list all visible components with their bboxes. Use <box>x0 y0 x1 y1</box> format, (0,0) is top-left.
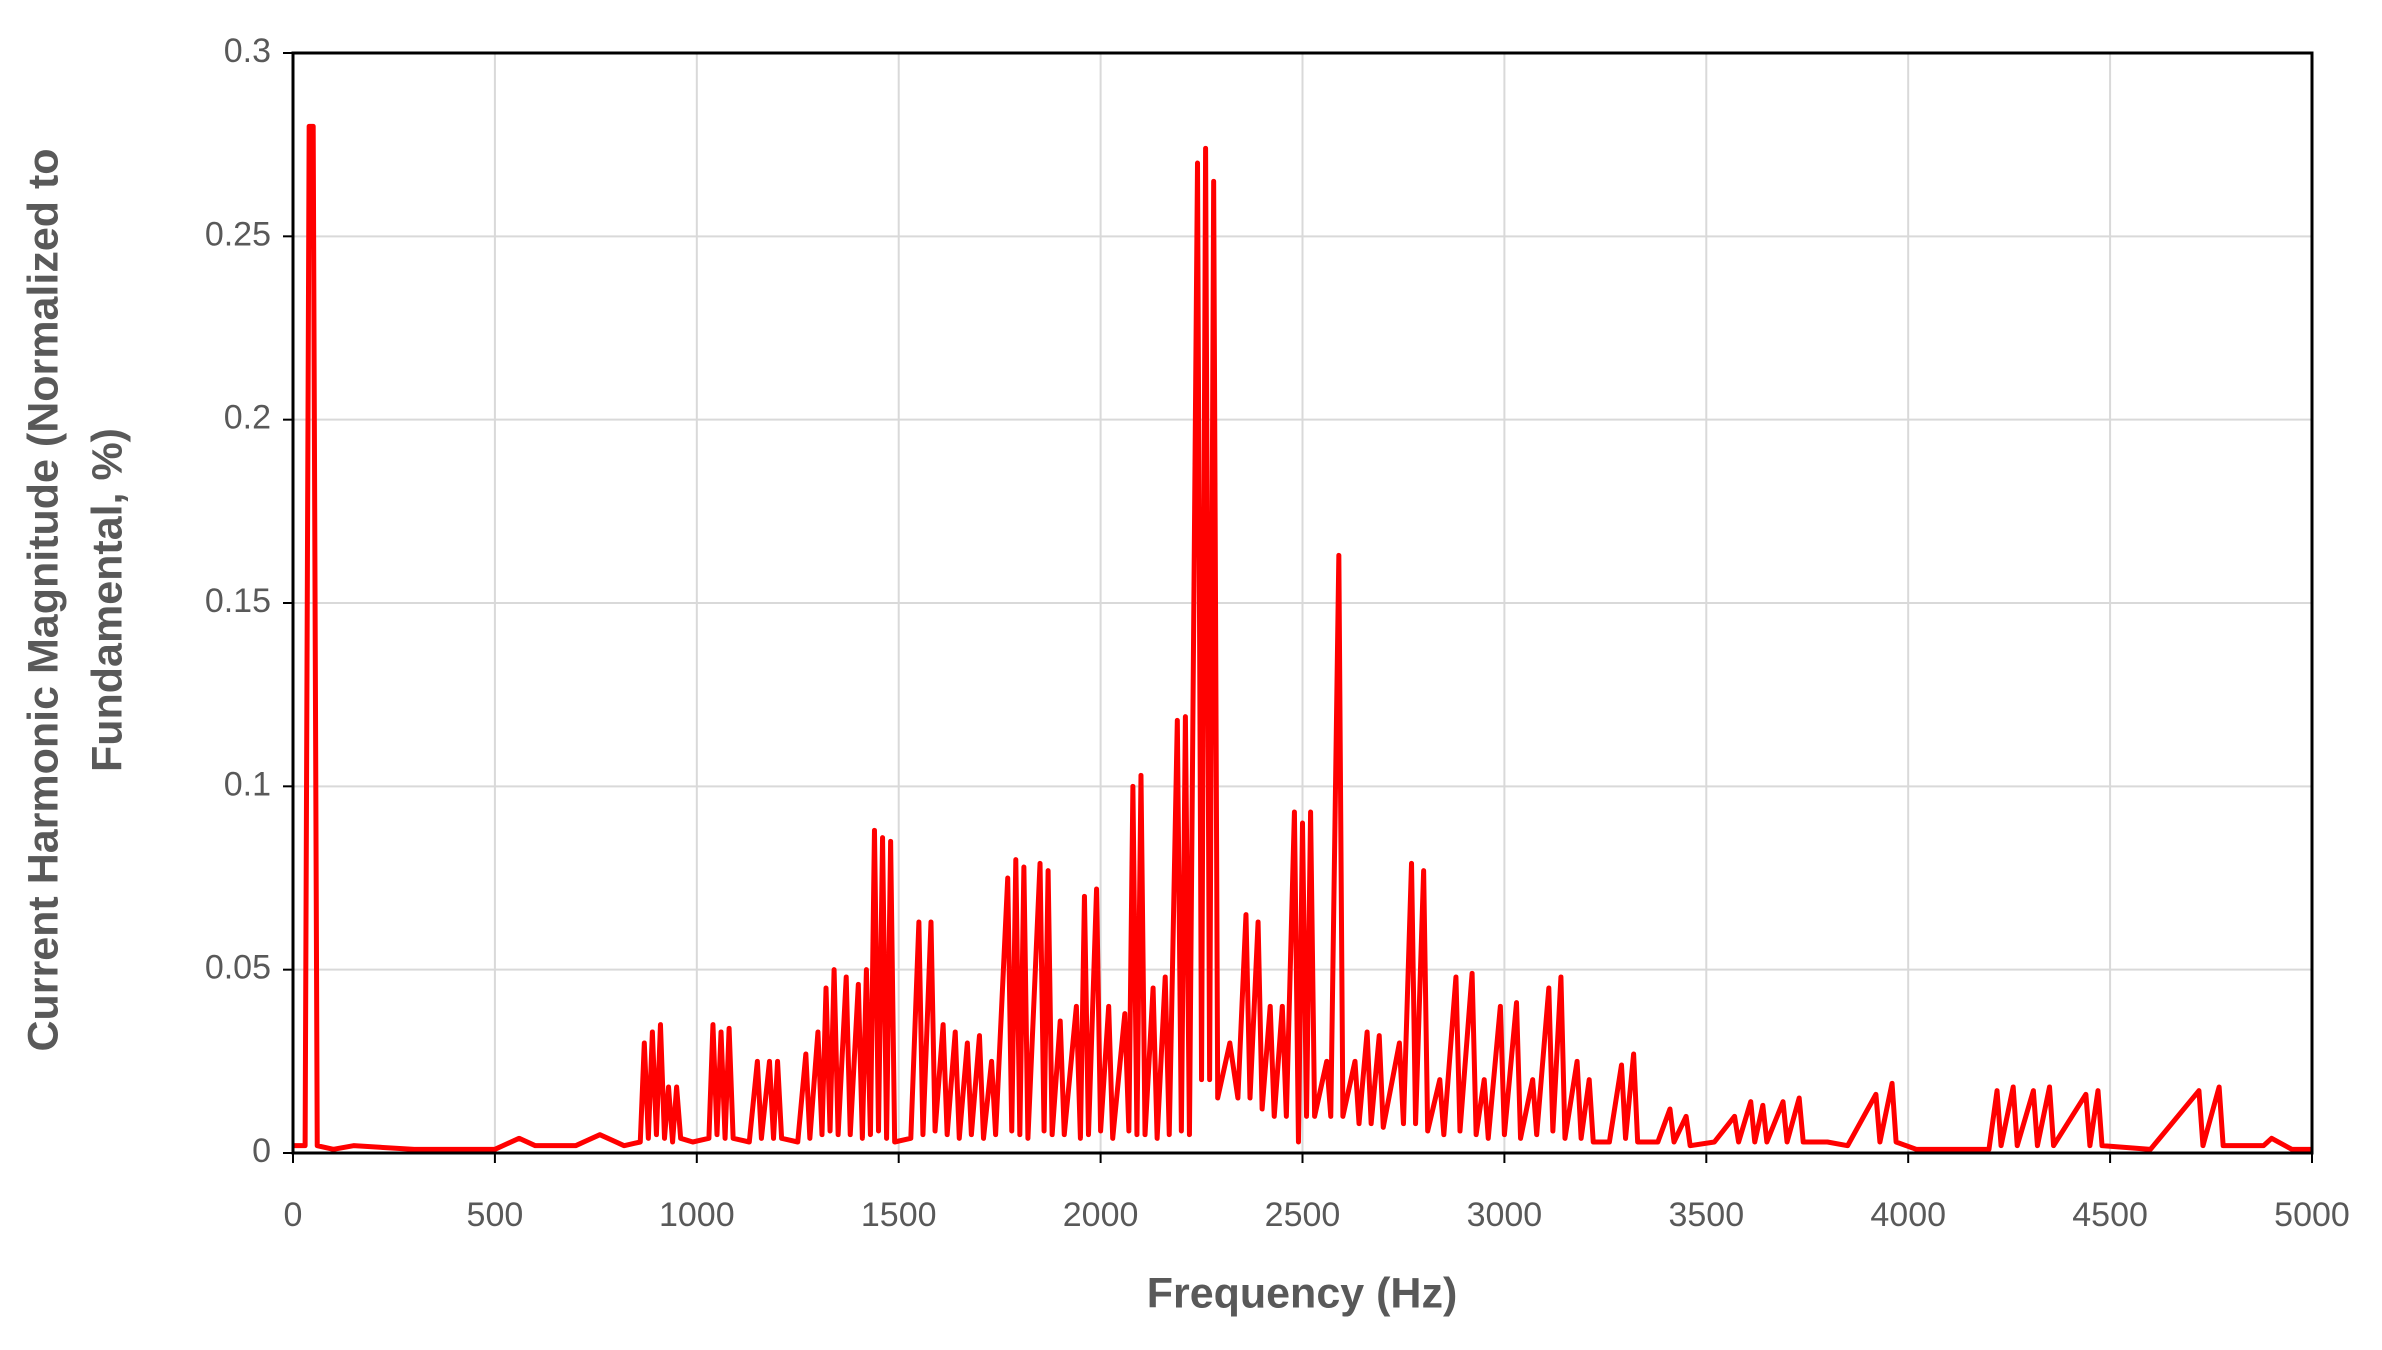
x-tick-label: 4000 <box>1870 1196 1946 1234</box>
x-tick-label: 3500 <box>1668 1196 1744 1234</box>
y-tick-label: 0.05 <box>205 949 271 987</box>
x-axis-label: Frequency (Hz) <box>1147 1269 1458 1317</box>
x-tick-label: 500 <box>467 1196 524 1234</box>
y-tick-label: 0.3 <box>224 32 271 70</box>
y-tick-label: 0.15 <box>205 582 271 620</box>
y-tick-label: 0 <box>252 1132 271 1170</box>
y-tick-label: 0.2 <box>224 399 271 437</box>
y-axis-label-line: Fundamental, %) <box>83 428 131 772</box>
x-tick-label: 0 <box>284 1196 303 1234</box>
x-tick-label: 2000 <box>1063 1196 1139 1234</box>
data-line <box>293 123 2312 1152</box>
plot-frame <box>291 51 2314 1155</box>
x-tick-label: 4500 <box>2072 1196 2148 1234</box>
x-tick-label: 1500 <box>861 1196 937 1234</box>
y-axis-label-line: Current Harmonic Magnitude (Normalized t… <box>19 148 67 1051</box>
x-tick-label: 3000 <box>1467 1196 1543 1234</box>
y-tick-label: 0.25 <box>205 215 271 253</box>
y-tick-label: 0.1 <box>224 765 271 803</box>
x-tick-label: 5000 <box>2274 1196 2350 1234</box>
x-tick-label: 2500 <box>1265 1196 1341 1234</box>
x-tick-label: 1000 <box>659 1196 735 1234</box>
y-axis-label: Current Harmonic Magnitude (Normalized t… <box>19 148 131 1051</box>
